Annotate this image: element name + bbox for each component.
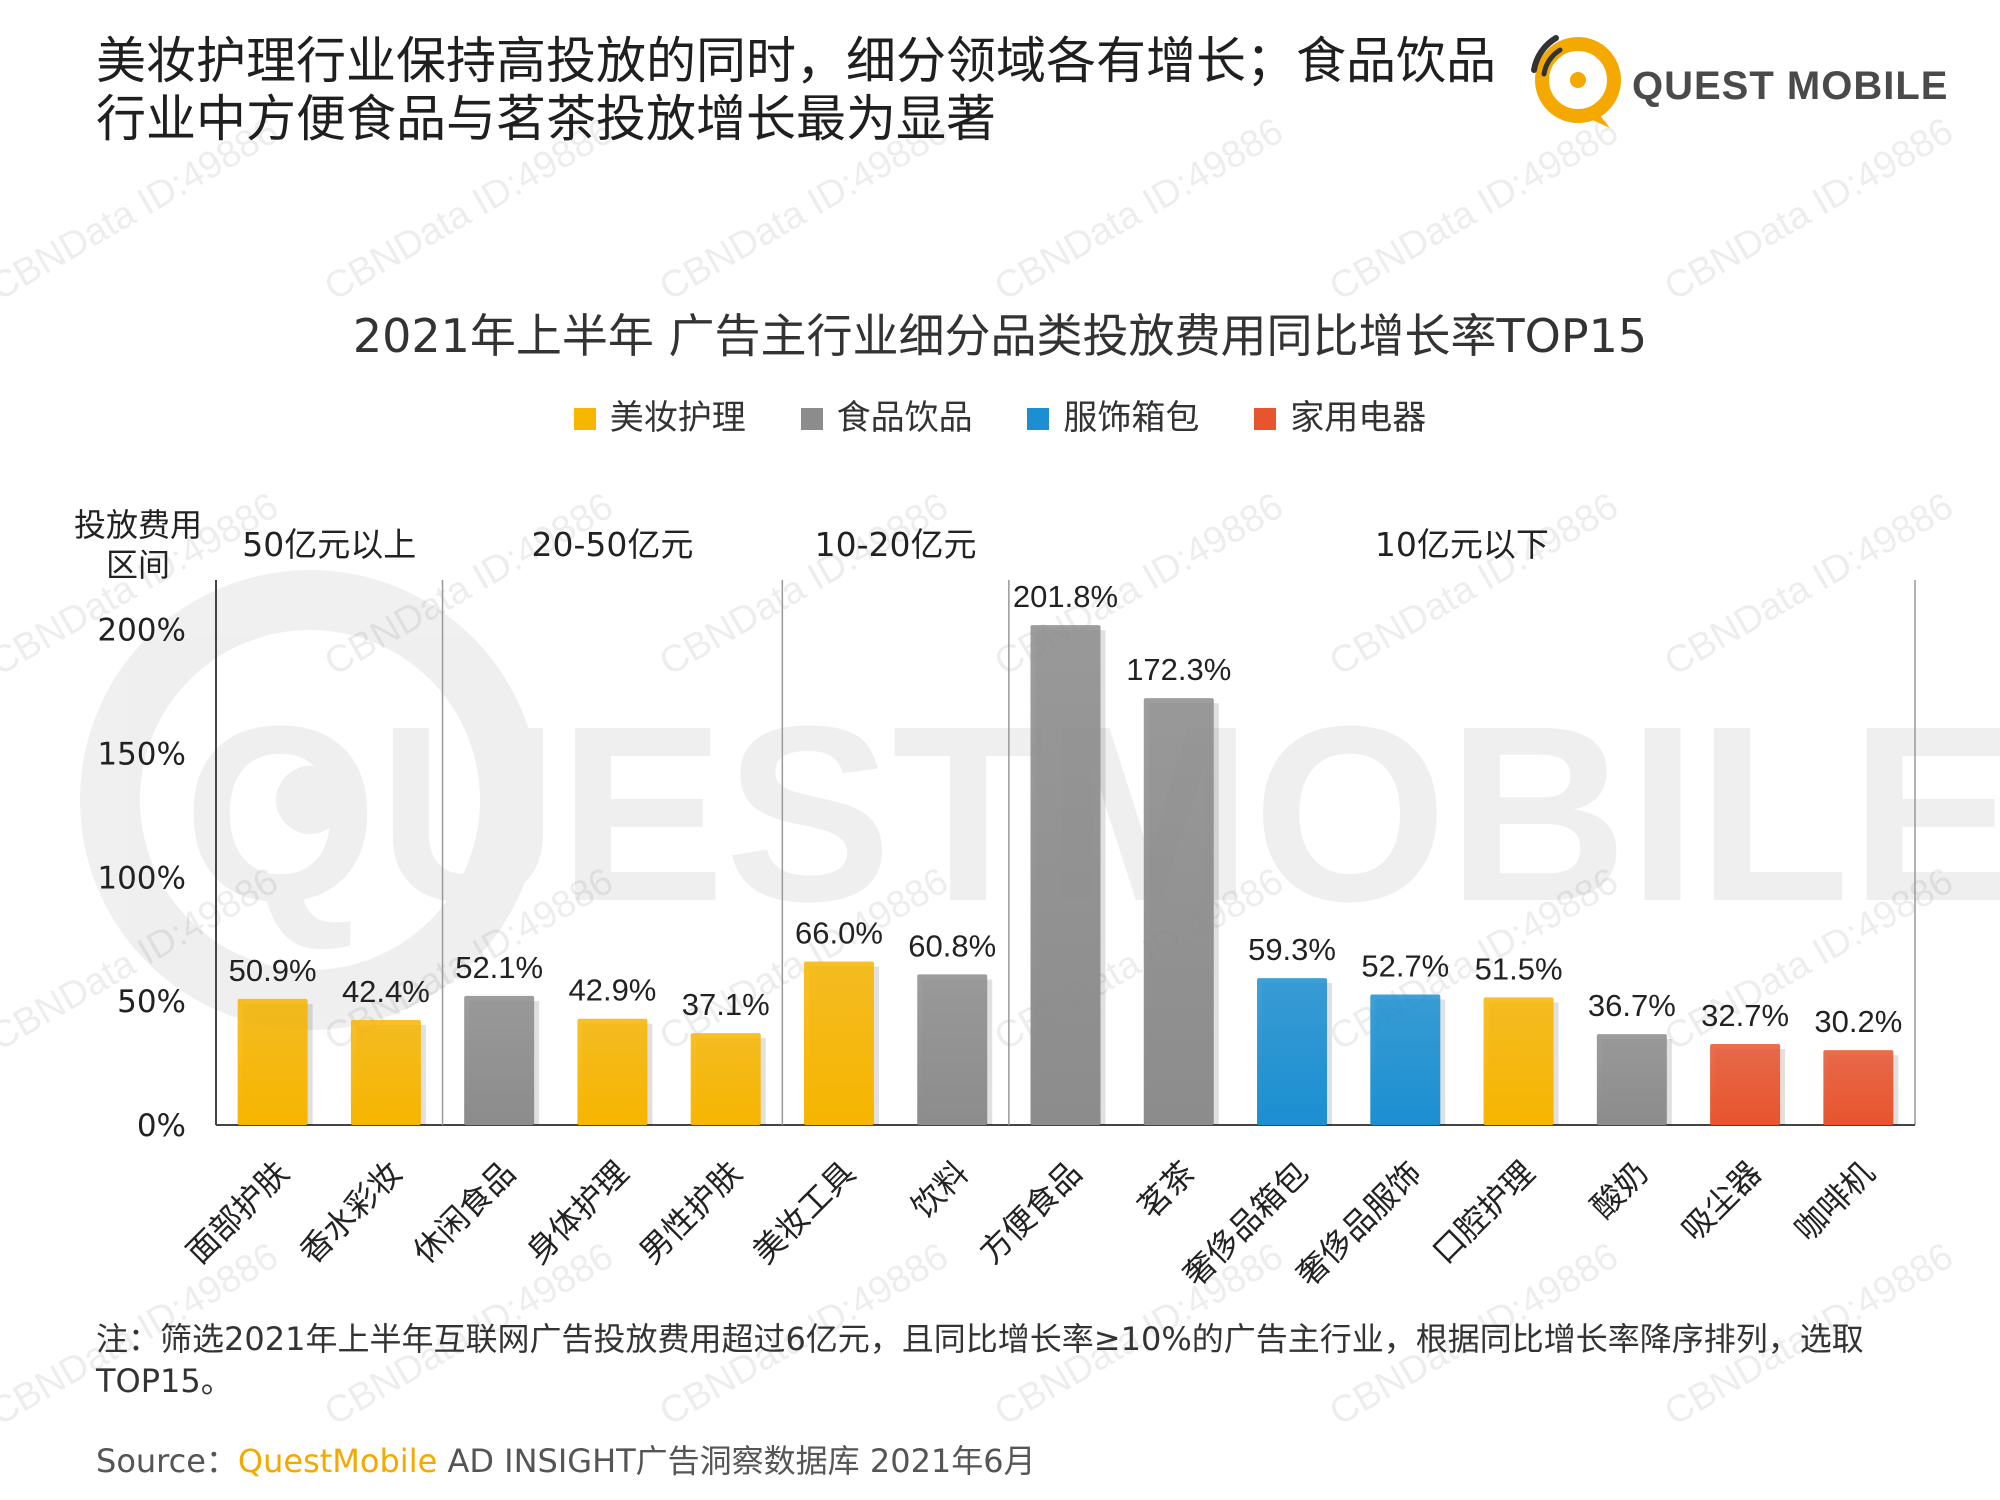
x-category-label: 酸奶 (1583, 1154, 1655, 1226)
bar (350, 1019, 421, 1125)
y-tick-label: 200% (97, 613, 186, 649)
group-label: 20-50亿元 (531, 525, 693, 564)
bar-value-label: 51.5% (1475, 951, 1563, 986)
x-category-label: 茗茶 (1130, 1154, 1202, 1226)
legend-label: 食品饮品 (836, 398, 973, 438)
y-axis-title: 投放费用 (74, 506, 202, 544)
x-category-label: 休闲食品 (405, 1154, 522, 1271)
x-category-label: 饮料 (904, 1154, 976, 1226)
footnote: 注：筛选2021年上半年互联网广告投放费用超过6亿元，且同比增长率≥10%的广告… (96, 1320, 1864, 1400)
bar (1030, 625, 1101, 1125)
y-tick-label: 0% (137, 1108, 186, 1144)
logo-mark-icon (1531, 35, 1621, 128)
group-label: 10-20亿元 (815, 525, 977, 564)
x-category-label: 吸尘器 (1674, 1154, 1769, 1249)
bar-value-label: 50.9% (229, 953, 317, 988)
bar-value-label: 36.7% (1588, 988, 1676, 1023)
y-tick-label: 150% (97, 736, 186, 772)
bar (1823, 1050, 1894, 1125)
bar (1710, 1043, 1781, 1125)
page-headline: 美妆护理行业保持高投放的同时，细分领域各有增长；食品饮品行业中方便食品与茗茶投放… (96, 32, 1496, 148)
legend-item: 美妆护理 (573, 390, 746, 439)
y-tick-label: 50% (117, 984, 186, 1020)
legend-item: 服饰箱包 (1027, 390, 1199, 439)
legend-label: 家用电器 (1290, 398, 1427, 438)
group-label: 10亿元以下 (1375, 525, 1549, 564)
x-category-label: 口腔护理 (1425, 1154, 1542, 1271)
bar-value-label: 32.7% (1701, 998, 1789, 1033)
bar (1143, 698, 1214, 1125)
legend-label: 服饰箱包 (1063, 398, 1200, 438)
y-axis-title: 区间 (106, 546, 170, 584)
bar-value-label: 42.9% (568, 973, 656, 1008)
bar (1483, 997, 1554, 1125)
y-tick-label: 100% (97, 860, 186, 896)
bar (1596, 1034, 1667, 1125)
bar-value-label: 66.0% (795, 916, 883, 951)
source-prefix: Source： (96, 1442, 238, 1480)
legend-item: 家用电器 (1254, 390, 1426, 439)
chart-legend: 美妆护理 食品饮品 服饰箱包 家用电器 (0, 390, 2000, 439)
logo-text: QUEST MOBILE (1632, 64, 1949, 108)
bar (577, 1018, 648, 1125)
x-category-label: 身体护理 (519, 1154, 636, 1271)
legend-item: 食品饮品 (800, 390, 973, 439)
bar-value-label: 172.3% (1126, 652, 1231, 687)
bar-value-label: 42.4% (342, 974, 430, 1009)
bar (917, 974, 988, 1125)
x-category-label: 男性护肤 (632, 1154, 749, 1271)
bar-value-label: 59.3% (1248, 932, 1336, 967)
x-category-label: 奢侈品服饰 (1289, 1154, 1429, 1294)
bar (1370, 994, 1441, 1125)
bar-value-label: 52.1% (455, 950, 543, 985)
source-line: Source：QuestMobile AD INSIGHT广告洞察数据库 202… (96, 1436, 1036, 1482)
bar (464, 995, 535, 1125)
x-category-label: 面部护肤 (179, 1154, 296, 1271)
bar-value-label: 60.8% (908, 928, 996, 963)
bar-value-label: 52.7% (1361, 948, 1449, 983)
bar-value-label: 30.2% (1814, 1004, 1902, 1039)
legend-swatch (1254, 408, 1277, 430)
bar (690, 1033, 761, 1125)
chart-title: 2021年上半年 广告主行业细分品类投放费用同比增长率TOP15 (352, 309, 1648, 363)
id-watermark: CBNData ID:49886 (1658, 110, 1961, 309)
quest-mobile-logo: QUEST MOBILE (1522, 24, 1947, 134)
legend-swatch (800, 408, 823, 430)
legend-label: 美妆护理 (609, 398, 746, 438)
source-brand: QuestMobile (237, 1442, 438, 1480)
legend-swatch (573, 408, 596, 430)
bar-value-label: 37.1% (682, 987, 770, 1022)
bar (1257, 978, 1328, 1125)
source-rest: AD INSIGHT广告洞察数据库 2021年6月 (437, 1442, 1036, 1480)
bar (803, 961, 874, 1125)
group-label: 50亿元以上 (242, 525, 416, 564)
x-category-label: 咖啡机 (1787, 1154, 1882, 1249)
x-category-label: 香水彩妆 (292, 1154, 409, 1271)
x-category-label: 美妆工具 (745, 1154, 862, 1271)
bar (237, 998, 308, 1125)
bar-value-label: 201.8% (1013, 579, 1118, 614)
legend-swatch (1027, 408, 1050, 430)
x-category-label: 方便食品 (972, 1154, 1089, 1271)
